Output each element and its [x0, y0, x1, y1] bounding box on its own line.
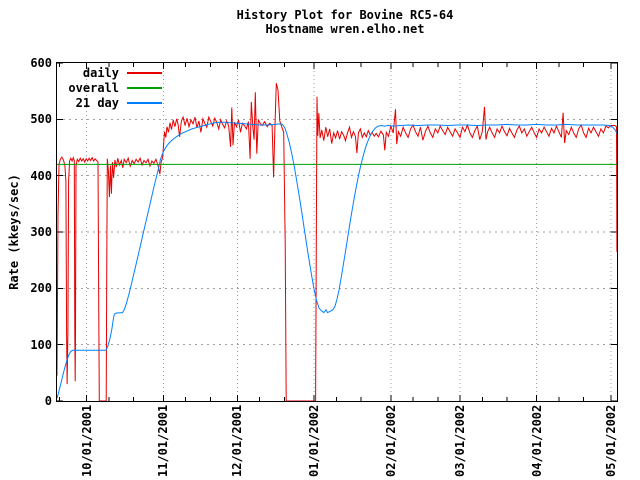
chart-title-block: History Plot for Bovine RC5-64 Hostname … — [57, 8, 633, 36]
legend-label-overall: overall — [68, 80, 119, 95]
chart-subtitle: Hostname wren.elho.net — [265, 22, 425, 36]
legend-line-sample-overall — [127, 86, 162, 89]
y-tick-label: 500 — [30, 112, 52, 127]
x-tick-label: 10/01/2001 — [79, 404, 94, 477]
plot-canvas — [57, 63, 617, 401]
legend-line-sample-daily — [127, 71, 162, 74]
plot-area: daily overall 21 day — [56, 62, 618, 402]
y-tick-label: 100 — [30, 337, 52, 352]
y-tick-label: 0 — [44, 394, 52, 408]
y-tick-label: 300 — [30, 225, 52, 239]
legend-row-21day: 21 day — [61, 95, 162, 110]
y-tick-label: 600 — [30, 56, 52, 70]
legend-row-overall: overall — [61, 80, 162, 95]
series-daily — [57, 83, 617, 401]
x-tick-label: 02/01/2002 — [383, 404, 398, 477]
y-tick-label: 200 — [30, 281, 52, 296]
legend-label-daily: daily — [82, 65, 119, 80]
x-tick-label: 03/01/2002 — [453, 404, 467, 477]
legend-row-daily: daily — [61, 65, 162, 80]
legend-label-21day: 21 day — [75, 95, 119, 110]
chart-title: History Plot for Bovine RC5-64 — [236, 8, 454, 22]
x-tick-label: 01/01/2002 — [307, 404, 322, 477]
x-tick-label: 12/01/2001 — [230, 404, 245, 477]
series-21-day — [57, 121, 617, 399]
legend-line-sample-21day — [127, 101, 162, 104]
x-tick-label: 05/01/2002 — [603, 404, 618, 477]
legend: daily overall 21 day — [61, 65, 162, 110]
x-tick-label: 11/01/2001 — [156, 404, 171, 477]
y-tick-label: 400 — [30, 168, 52, 183]
x-tick-label: 04/01/2002 — [529, 404, 544, 477]
